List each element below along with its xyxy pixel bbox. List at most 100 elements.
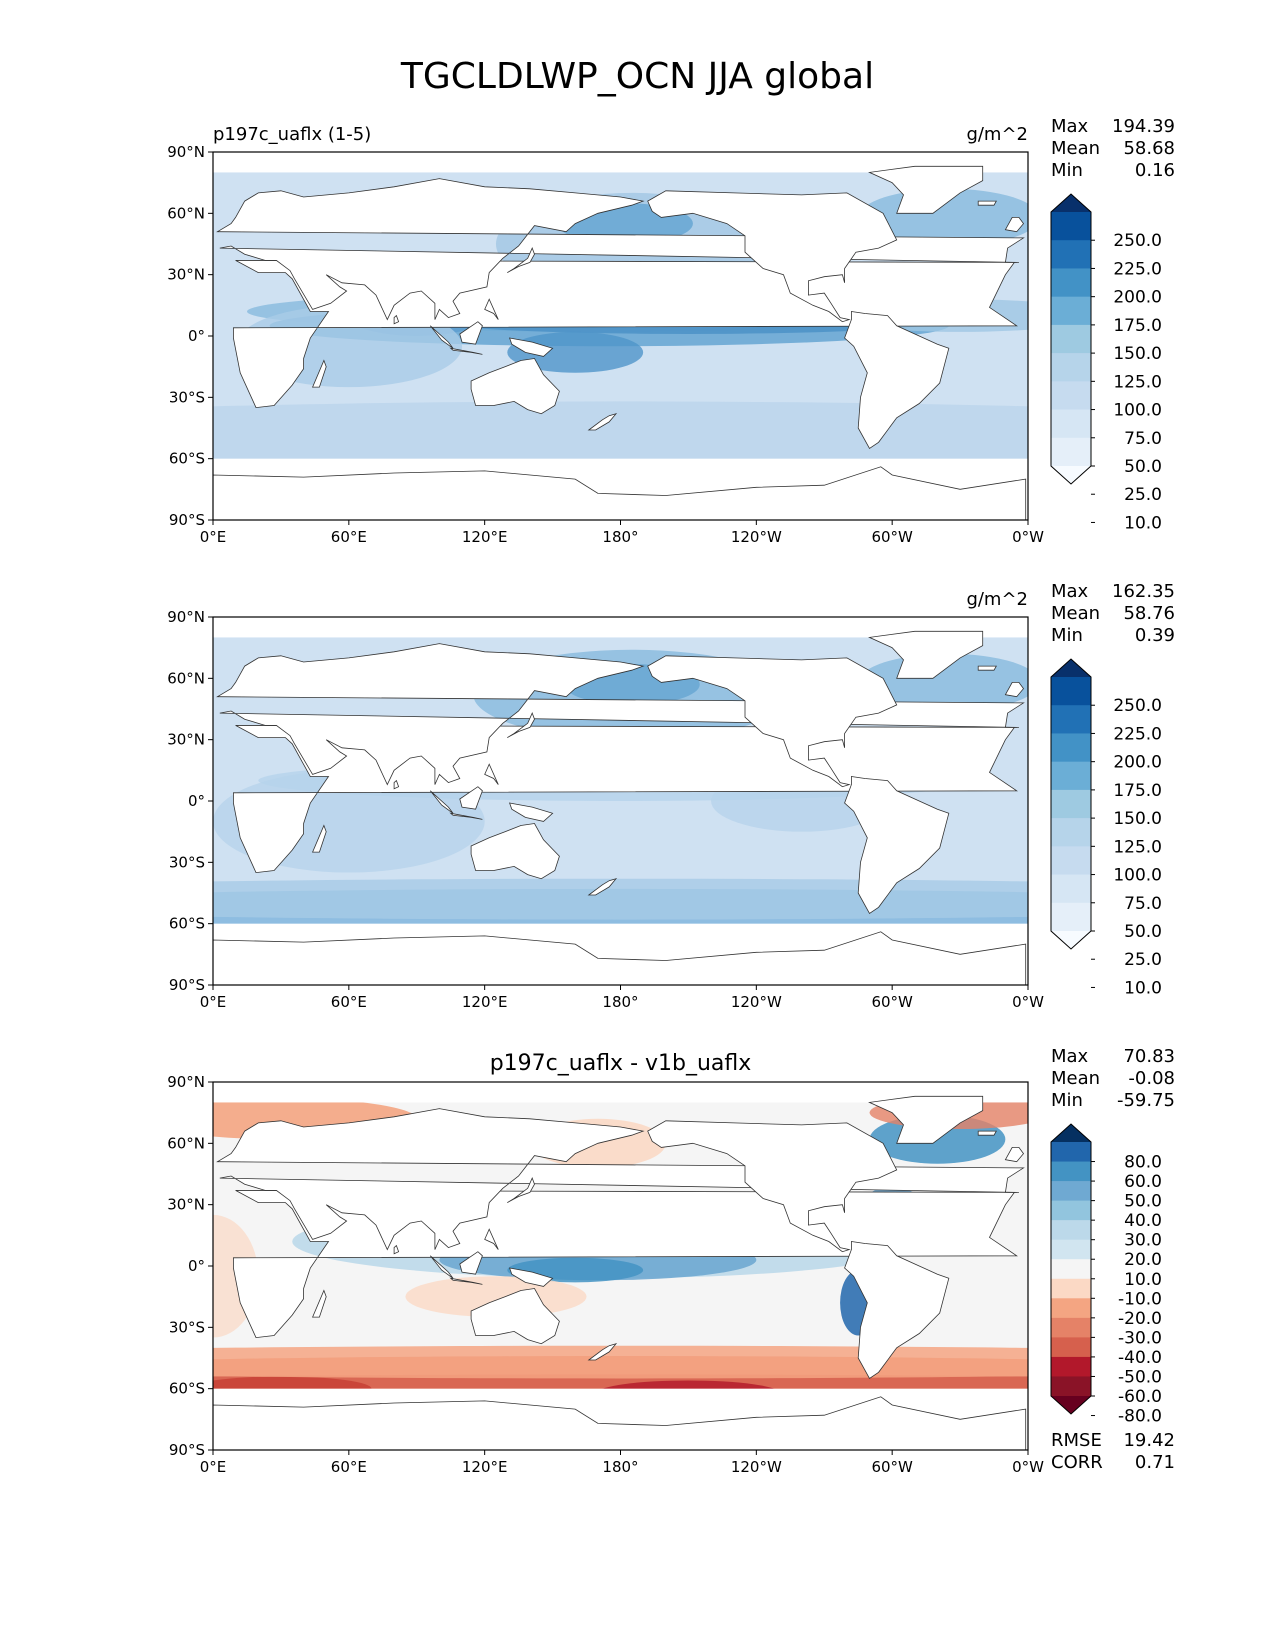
- colorbar-segment: [1051, 296, 1091, 326]
- coastlines: [213, 165, 1027, 520]
- corr-value: 0.71: [1135, 1452, 1175, 1473]
- colorbar-segment: [1051, 733, 1091, 763]
- colorbar-tick-label: 50.0: [1124, 1192, 1162, 1212]
- colorbar-tick-label: -80.0: [1118, 1407, 1162, 1427]
- lat-tick-label: 30°S: [169, 388, 205, 406]
- stat-label: Min: [1051, 625, 1083, 646]
- colorbar-segment: [1051, 705, 1091, 734]
- colorbar-tick-label: 225.0: [1113, 724, 1162, 744]
- colorbar-tick-label: -40.0: [1118, 1348, 1162, 1368]
- lat-tick-label: 0°: [188, 1257, 205, 1275]
- colorbar-segment: [1051, 761, 1091, 791]
- stat-value: 70.83: [1123, 1046, 1175, 1067]
- lon-tick-label: 60°E: [331, 993, 367, 1011]
- colorbar-segment: [1051, 381, 1091, 411]
- lon-tick-label: 60°E: [331, 1458, 367, 1476]
- map-panels: 0°E 60°E 120°E 180° 120°W 60°W 0°W 90°N 60°N 30°N…: [167, 116, 1175, 1476]
- lon-tick-label: 60°W: [871, 993, 913, 1011]
- lon-tick-label: 0°E: [200, 1458, 227, 1476]
- coastlines: [213, 630, 1027, 985]
- panel-units: g/m^2: [966, 124, 1028, 145]
- map-panel-3: 0°E 60°E 120°E 180° 120°W 60°W 0°W 90°N 60°N 30°N…: [167, 1046, 1175, 1476]
- lat-tick-label: 90°S: [169, 1441, 205, 1459]
- map-panel-1: 0°E 60°E 120°E 180° 120°W 60°W 0°W 90°N 60°N 30°N…: [167, 116, 1175, 546]
- colorbar-tick-label: 200.0: [1113, 288, 1162, 308]
- lon-tick-label: 120°W: [731, 993, 782, 1011]
- colorbar-segment: [1051, 353, 1091, 382]
- lon-tick-label: 0°W: [1012, 1458, 1044, 1476]
- lon-tick-label: 60°W: [871, 528, 913, 546]
- colorbar-tick-label: 10.0: [1124, 513, 1162, 533]
- lat-tick-label: 0°: [188, 792, 205, 810]
- stat-value: 0.16: [1135, 160, 1175, 181]
- colorbar-tick-label: 250.0: [1113, 696, 1162, 716]
- lat-tick-label: 30°N: [167, 266, 205, 284]
- colorbar-tick-label: 25.0: [1124, 485, 1162, 505]
- lat-tick-label: 90°N: [167, 608, 205, 626]
- colorbar-tick-label: 225.0: [1113, 259, 1162, 279]
- lon-tick-label: 120°E: [462, 528, 508, 546]
- colorbar-tick-label: 200.0: [1113, 753, 1162, 773]
- lon-tick-label: 120°W: [731, 528, 782, 546]
- colorbar-tick-label: 10.0: [1124, 978, 1162, 998]
- lat-tick-label: 60°S: [169, 915, 205, 933]
- stat-label: Max: [1051, 581, 1089, 602]
- colorbar-segment: [1051, 677, 1091, 706]
- colorbar-segment: [1051, 1259, 1091, 1280]
- colorbar-segment: [1051, 1278, 1091, 1299]
- rmse-label: RMSE: [1051, 1430, 1102, 1451]
- stat-label: Mean: [1051, 1068, 1100, 1089]
- lat-tick-label: 90°N: [167, 1073, 205, 1091]
- colorbar-tick-label: 175.0: [1113, 316, 1162, 336]
- lat-tick-label: 60°N: [167, 669, 205, 687]
- lat-tick-label: 60°N: [167, 204, 205, 222]
- colorbar-tick-label: 100.0: [1113, 866, 1162, 886]
- lat-tick-label: 0°: [188, 327, 205, 345]
- corr-label: CORR: [1051, 1452, 1103, 1473]
- colorbar-tick-label: -30.0: [1118, 1328, 1162, 1348]
- panel-label: p197c_uaflx (1-5): [213, 124, 371, 145]
- colorbar-tick-label: -20.0: [1118, 1309, 1162, 1329]
- colorbar-tick-label: -60.0: [1118, 1387, 1162, 1407]
- stat-label: Mean: [1051, 138, 1100, 159]
- colorbar-segment: [1051, 268, 1091, 298]
- colorbar-segment: [1051, 1337, 1091, 1358]
- lon-tick-label: 120°W: [731, 1458, 782, 1476]
- lon-tick-label: 180°: [602, 993, 638, 1011]
- lat-tick-label: 90°S: [169, 976, 205, 994]
- lon-tick-label: 60°E: [331, 528, 367, 546]
- stat-label: Mean: [1051, 603, 1100, 624]
- lat-tick-label: 30°N: [167, 731, 205, 749]
- colorbar-tick-label: 20.0: [1124, 1250, 1162, 1270]
- colorbar-segment: [1051, 1298, 1091, 1319]
- stat-value: -0.08: [1128, 1068, 1175, 1089]
- colorbar-tick-label: 30.0: [1124, 1231, 1162, 1251]
- colorbar-segment: [1051, 437, 1091, 467]
- colorbar-segment: [1051, 1376, 1091, 1397]
- map-panel-2: 0°E 60°E 120°E 180° 120°W 60°W 0°W 90°N 60°N 30°N…: [167, 581, 1175, 1011]
- colorbar-tick-label: 125.0: [1113, 837, 1162, 857]
- colorbar-tick-label: 175.0: [1113, 781, 1162, 801]
- colorbar-segment: [1051, 1239, 1091, 1260]
- lon-tick-label: 60°W: [871, 1458, 913, 1476]
- stat-label: Min: [1051, 160, 1083, 181]
- colorbar-tick-label: 60.0: [1124, 1172, 1162, 1192]
- colorbar-segment: [1051, 1181, 1091, 1202]
- colorbar-tick-label: 75.0: [1124, 894, 1162, 914]
- lon-tick-label: 120°E: [462, 993, 508, 1011]
- stat-label: Max: [1051, 1046, 1089, 1067]
- colorbar-segment: [1051, 240, 1091, 269]
- lat-tick-label: 30°S: [169, 853, 205, 871]
- colorbar-segment: [1051, 212, 1091, 241]
- colorbar-segment: [1051, 789, 1091, 819]
- colorbar-segment: [1051, 874, 1091, 904]
- colorbar-tick-label: 100.0: [1113, 401, 1162, 421]
- colorbar-segment: [1051, 1200, 1091, 1221]
- colorbar: 250.0 225.0 200.0 175.0 150.0 125.0 100.0 75.0 5…: [1050, 658, 1162, 998]
- colorbar-segment: [1051, 409, 1091, 439]
- stat-value: 162.35: [1112, 581, 1175, 602]
- lon-tick-label: 0°E: [200, 528, 227, 546]
- panel-units: g/m^2: [966, 589, 1028, 610]
- colorbar: 80.060.050.040.030.020.010.0-10.0-20.0-3…: [1050, 1123, 1162, 1427]
